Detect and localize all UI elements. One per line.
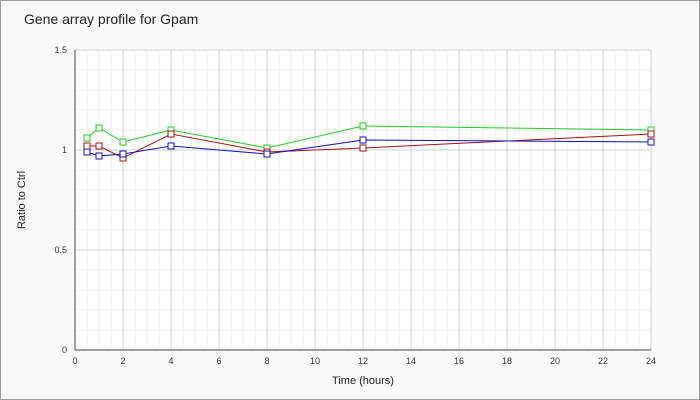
- chart-title: Gene array profile for Gpam: [24, 11, 199, 27]
- y-tick-label: 1.5: [54, 45, 67, 55]
- x-tick-labels: 0 2 4 6 8 10 12 14 16 18 20 22 24: [72, 356, 656, 366]
- series-group: [83, 122, 655, 162]
- series-3-point: [119, 150, 127, 158]
- y-axis-label: Ratio to Ctrl: [16, 171, 28, 229]
- x-tick-label: 16: [454, 356, 464, 366]
- y-tick-label: 0.5: [54, 245, 67, 255]
- y-tick-labels: 0 0.5 1 1.5: [54, 45, 67, 355]
- series-3-point: [647, 138, 655, 146]
- series-1-point: [95, 124, 103, 132]
- x-tick-label: 2: [120, 356, 125, 366]
- series-2-point: [83, 142, 91, 150]
- x-tick-label: 12: [358, 356, 368, 366]
- x-axis-label: Time (hours): [332, 375, 394, 387]
- x-tick-label: 4: [168, 356, 173, 366]
- x-tick-label: 14: [406, 356, 416, 366]
- x-tick-label: 10: [310, 356, 320, 366]
- series-1-point: [359, 122, 367, 130]
- series-3-point: [359, 136, 367, 144]
- axes: [74, 50, 651, 351]
- x-tick-label: 8: [264, 356, 269, 366]
- series-2-point: [647, 130, 655, 138]
- x-tick-label: 22: [598, 356, 608, 366]
- series-3-point: [263, 150, 271, 158]
- x-tick-label: 6: [216, 356, 221, 366]
- series-2-point: [167, 130, 175, 138]
- y-tick-label: 1: [62, 145, 67, 155]
- series-1-point: [83, 134, 91, 142]
- series-3-point: [83, 148, 91, 156]
- x-tick-label: 18: [502, 356, 512, 366]
- x-tick-label: 24: [646, 356, 656, 366]
- series-2-point: [95, 142, 103, 150]
- x-tick-label: 20: [550, 356, 560, 366]
- series-3-point: [167, 142, 175, 150]
- series-2-point: [359, 144, 367, 152]
- series-3-point: [95, 152, 103, 160]
- x-tick-label: 0: [72, 356, 77, 366]
- series-1-point: [119, 138, 127, 146]
- y-tick-label: 0: [62, 345, 67, 355]
